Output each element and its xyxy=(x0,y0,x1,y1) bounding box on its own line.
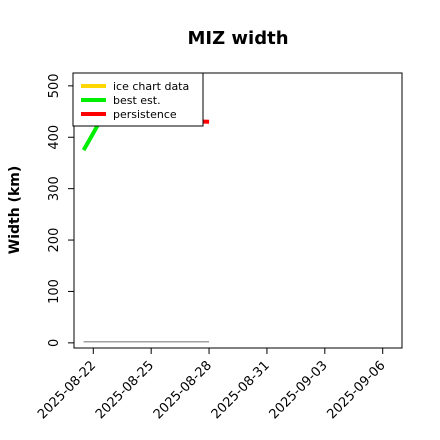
series-line-best-est xyxy=(81,123,100,152)
chart-title: MIZ width xyxy=(187,28,288,49)
legend-label: ice chart data xyxy=(113,80,189,93)
x-tick-label: 2025-08-25 xyxy=(93,358,157,422)
x-tick-label: 2025-08-22 xyxy=(35,358,99,422)
y-tick-label: 300 xyxy=(47,176,62,201)
legend-label: persistence xyxy=(113,108,177,121)
x-tick-label: 2025-09-03 xyxy=(267,358,331,422)
y-tick-label: 400 xyxy=(47,125,62,150)
plot-frame xyxy=(73,72,403,349)
y-tick-label: 100 xyxy=(47,279,62,304)
x-tick-label: 2025-08-31 xyxy=(209,358,273,422)
legend-label: best est. xyxy=(113,94,161,107)
x-tick-label: 2025-08-28 xyxy=(151,358,215,422)
y-tick-label: 200 xyxy=(47,228,62,253)
y-tick-label: 500 xyxy=(47,73,62,98)
y-tick-label: 0 xyxy=(47,339,62,347)
x-tick-label: 2025-09-06 xyxy=(324,358,388,422)
y-axis-label: Width (km) xyxy=(7,166,23,255)
